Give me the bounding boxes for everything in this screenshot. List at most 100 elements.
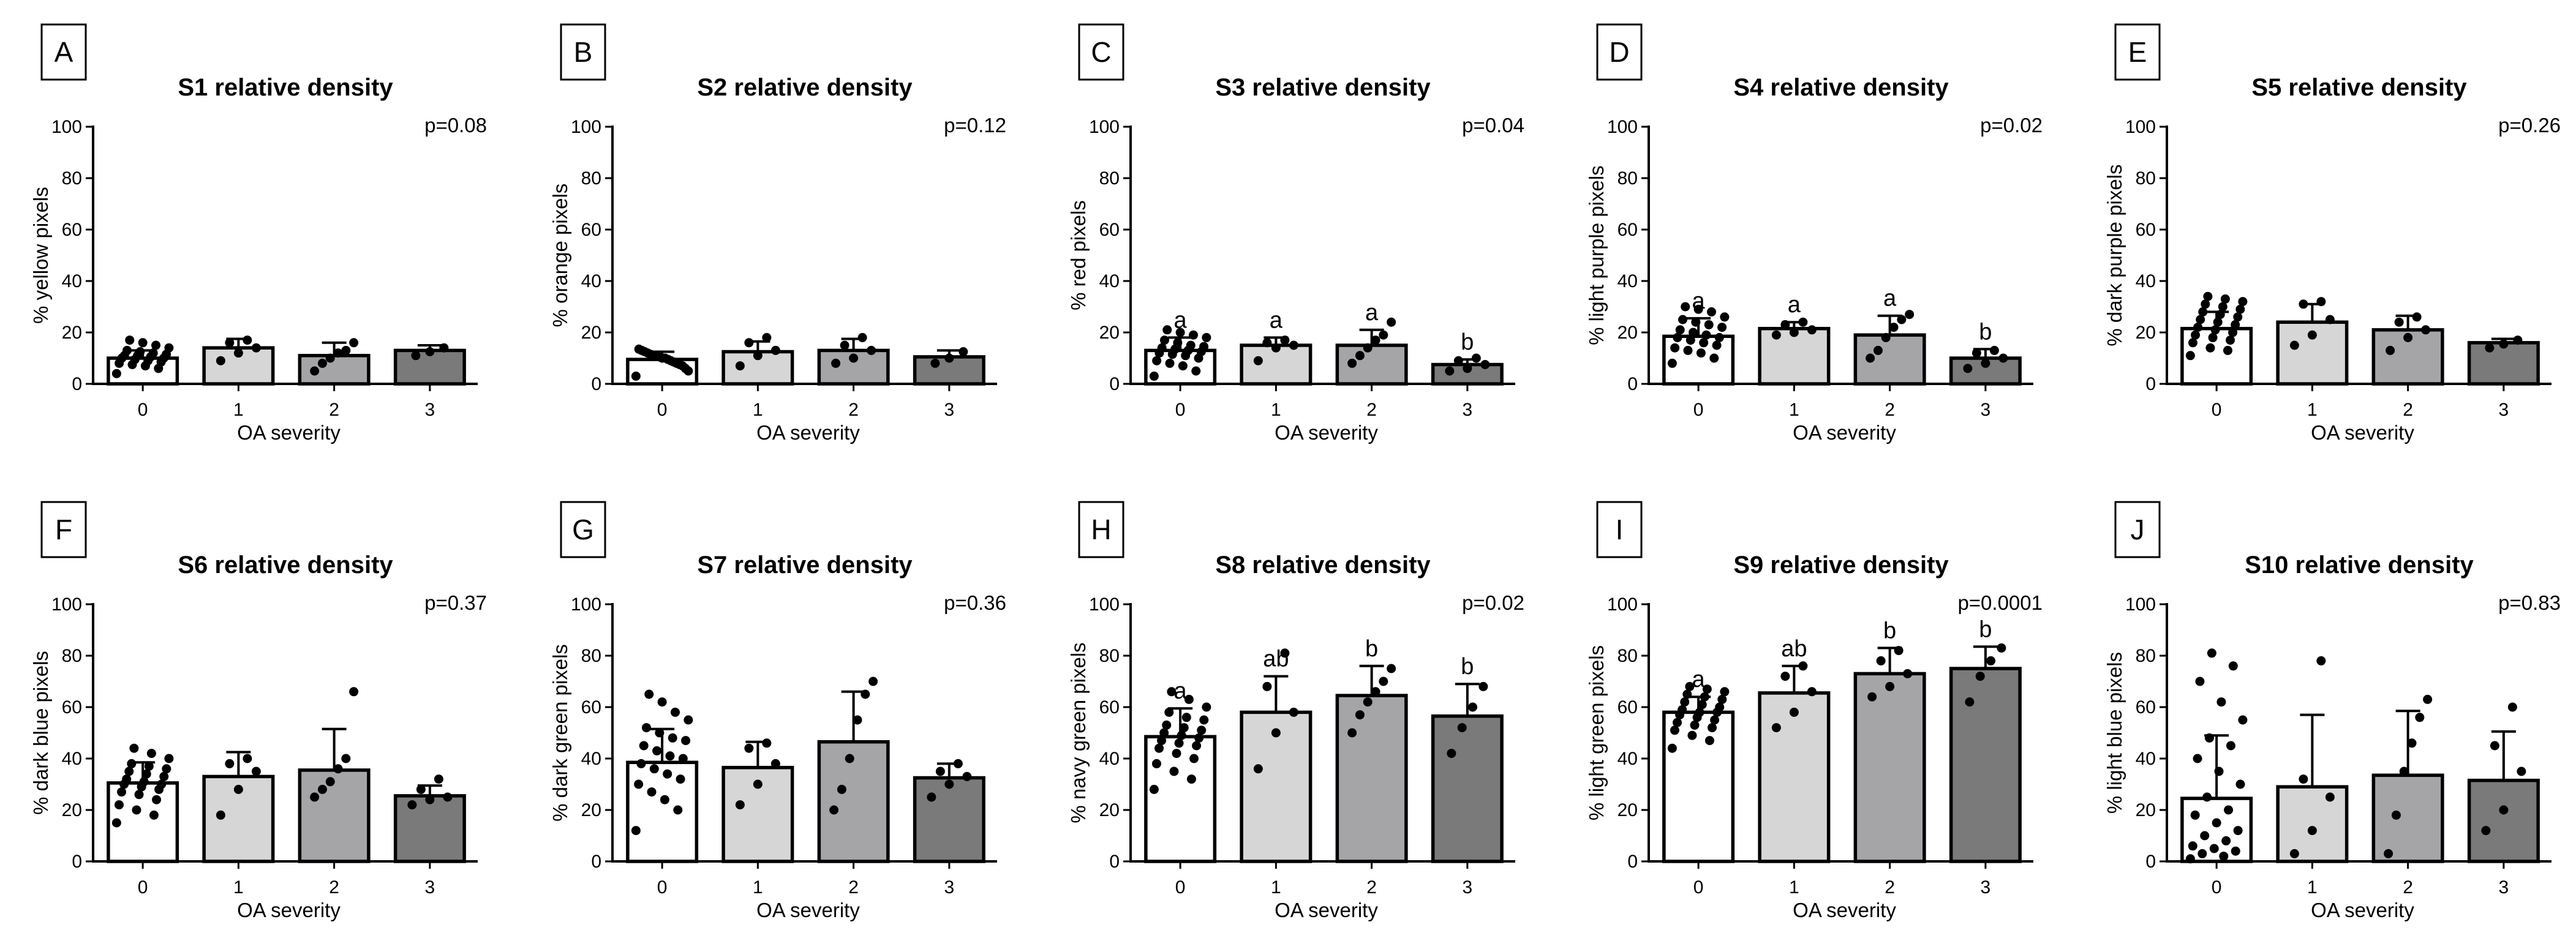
data-point bbox=[1709, 353, 1719, 363]
data-point bbox=[135, 347, 145, 356]
data-point bbox=[2205, 343, 2215, 353]
y-tick-label: 0 bbox=[72, 374, 82, 394]
data-point bbox=[1689, 328, 1698, 337]
y-tick-label: 100 bbox=[2125, 594, 2156, 615]
data-point bbox=[2216, 697, 2226, 707]
chart-title: S5 relative density bbox=[2251, 74, 2467, 101]
data-point bbox=[1181, 713, 1191, 722]
panel-e: ES5 relative densityp=0.26020406080100% … bbox=[2103, 23, 2561, 444]
data-point bbox=[1889, 323, 1899, 332]
data-point bbox=[1186, 340, 1196, 350]
data-point bbox=[840, 340, 849, 350]
data-point bbox=[124, 766, 134, 776]
p-value-label: p=0.36 bbox=[944, 591, 1006, 614]
data-point bbox=[2223, 345, 2232, 355]
data-point bbox=[636, 759, 646, 768]
data-point bbox=[868, 677, 878, 686]
x-tick-label: 3 bbox=[944, 400, 955, 420]
data-point bbox=[2208, 332, 2218, 342]
data-point bbox=[1347, 358, 1357, 368]
bar-2 bbox=[1853, 672, 1926, 863]
panel-letter: E bbox=[2128, 36, 2147, 68]
data-point bbox=[1289, 340, 1298, 350]
data-point bbox=[216, 810, 225, 820]
data-point bbox=[1197, 725, 1207, 735]
x-axis-label: OA severity bbox=[1793, 899, 1896, 921]
data-point bbox=[1717, 323, 1727, 332]
data-point bbox=[2226, 335, 2235, 345]
data-point bbox=[1355, 710, 1365, 720]
panel-c: CS3 relative densityp=0.04020406080100% … bbox=[1067, 23, 1524, 444]
data-point bbox=[1280, 648, 1290, 658]
y-tick-label: 0 bbox=[591, 852, 601, 872]
chart-title: S7 relative density bbox=[697, 552, 913, 579]
y-tick-label: 40 bbox=[1099, 749, 1120, 769]
data-point bbox=[1678, 705, 1687, 714]
x-tick-label: 0 bbox=[138, 400, 148, 420]
y-tick-label: 100 bbox=[1089, 594, 1120, 615]
panel-letter-box bbox=[2114, 23, 2161, 81]
x-tick-label: 2 bbox=[329, 877, 339, 898]
data-point bbox=[1253, 764, 1263, 774]
x-tick-label: 3 bbox=[1981, 400, 1991, 420]
data-point bbox=[2403, 332, 2413, 342]
data-point bbox=[1696, 348, 1706, 358]
data-point bbox=[1670, 343, 1680, 353]
data-point bbox=[668, 733, 677, 743]
data-point bbox=[1905, 310, 1915, 320]
data-point bbox=[1693, 304, 1703, 314]
x-tick-label: 0 bbox=[657, 877, 668, 898]
x-tick-label: 0 bbox=[1693, 400, 1704, 420]
x-tick-label: 0 bbox=[2212, 400, 2222, 420]
bar-2 bbox=[1853, 333, 1926, 386]
y-tick-label: 20 bbox=[62, 323, 82, 343]
data-point bbox=[439, 343, 449, 353]
y-tick-label: 80 bbox=[581, 646, 601, 666]
data-point bbox=[1280, 335, 1290, 345]
data-point bbox=[1463, 364, 1472, 373]
data-point bbox=[1691, 317, 1701, 327]
panel-letter: F bbox=[55, 514, 72, 545]
data-point bbox=[2423, 694, 2433, 704]
panel-letter: C bbox=[1091, 36, 1111, 68]
data-point bbox=[1151, 759, 1161, 768]
data-point bbox=[1159, 728, 1169, 738]
y-tick-label: 100 bbox=[1089, 117, 1120, 137]
data-point bbox=[1997, 643, 2006, 653]
data-point bbox=[2226, 741, 2235, 751]
data-point bbox=[1179, 723, 1189, 733]
x-tick-label: 2 bbox=[329, 400, 339, 420]
data-point bbox=[1191, 366, 1201, 376]
data-point bbox=[317, 358, 327, 368]
data-point bbox=[644, 689, 654, 699]
significance-label: a bbox=[1692, 667, 1706, 692]
data-point bbox=[1445, 366, 1455, 376]
y-axis-label: % red pixels bbox=[1067, 200, 1090, 310]
data-point bbox=[2193, 754, 2202, 763]
data-point bbox=[149, 810, 159, 820]
data-point bbox=[2499, 805, 2509, 815]
y-tick-label: 40 bbox=[2136, 271, 2156, 291]
data-point bbox=[1159, 335, 1169, 345]
bar-0 bbox=[1144, 735, 1217, 863]
chart-title: S9 relative density bbox=[1733, 552, 1949, 579]
panel-letter-box bbox=[560, 23, 606, 81]
x-axis-label: OA severity bbox=[1275, 899, 1378, 921]
y-tick-label: 40 bbox=[1099, 271, 1120, 291]
data-point bbox=[958, 347, 968, 356]
data-point bbox=[1149, 784, 1159, 794]
panel-letter: B bbox=[574, 36, 593, 68]
data-point bbox=[1986, 656, 1996, 665]
data-point bbox=[634, 344, 644, 354]
data-point bbox=[216, 356, 225, 365]
data-point bbox=[2238, 715, 2248, 725]
data-point bbox=[837, 784, 846, 794]
data-point bbox=[325, 777, 335, 787]
x-tick-label: 2 bbox=[2403, 877, 2413, 898]
y-tick-label: 0 bbox=[72, 852, 82, 872]
data-point bbox=[853, 715, 862, 725]
data-point bbox=[1355, 351, 1365, 361]
x-tick-label: 3 bbox=[425, 400, 435, 420]
chart-title: S1 relative density bbox=[178, 74, 393, 101]
significance-label: b bbox=[1979, 319, 1992, 345]
